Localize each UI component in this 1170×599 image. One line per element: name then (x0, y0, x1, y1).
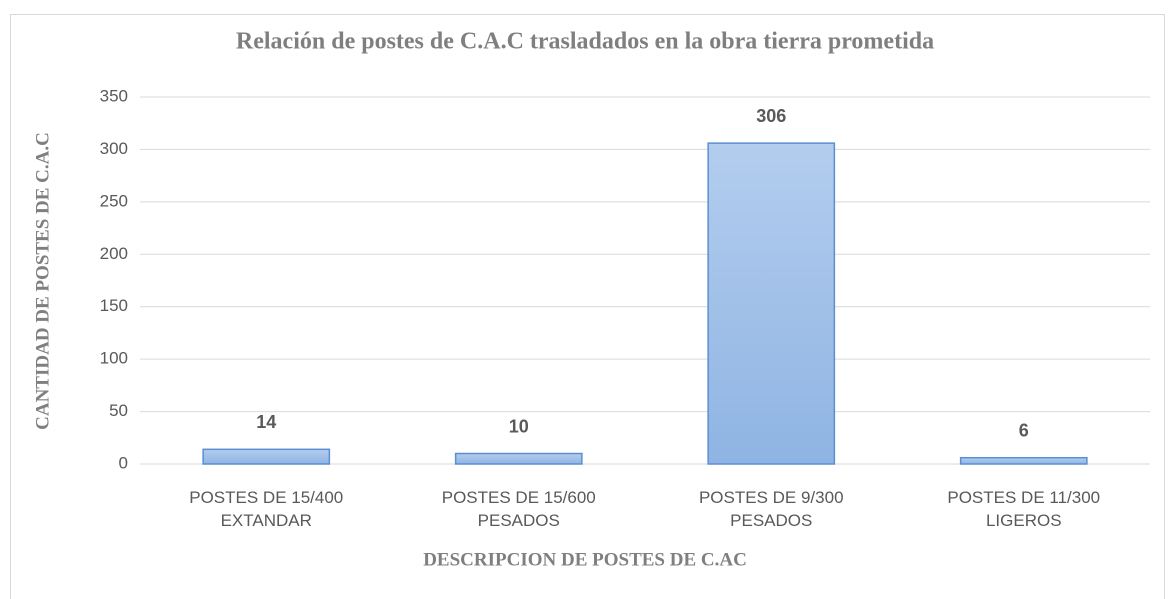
data-label: 14 (256, 412, 276, 432)
data-label: 306 (756, 106, 786, 126)
x-axis-label: DESCRIPCION DE POSTES DE C.AC (423, 549, 747, 570)
y-tick-label: 50 (109, 401, 128, 420)
y-tick-label: 150 (100, 296, 128, 315)
bar (202, 448, 331, 465)
y-tick-label: 250 (100, 191, 128, 210)
data-label: 10 (509, 416, 529, 436)
chart-title: Relación de postes de C.A.C trasladados … (236, 29, 934, 55)
y-tick-label: 200 (100, 244, 128, 263)
data-label: 6 (1019, 420, 1029, 440)
y-tick-label: 300 (100, 139, 128, 158)
bar (454, 452, 583, 465)
bar (959, 456, 1088, 465)
x-tick-label: POSTES DE 15/600 PESADOS (441, 488, 596, 530)
y-axis-label: CANTIDAD DE POSTES DE C.A.C (32, 132, 53, 430)
y-tick-label: 350 (100, 86, 128, 105)
x-tick-label: POSTES DE 11/300 LIGEROS (947, 488, 1101, 530)
y-tick-label: 100 (100, 349, 128, 368)
x-tick-label: POSTES DE 15/400 EXTANDAR (189, 488, 344, 530)
y-tick-label: 0 (119, 453, 128, 472)
x-tick-label: POSTES DE 9/300 PESADOS (698, 488, 844, 530)
bar (707, 142, 836, 465)
